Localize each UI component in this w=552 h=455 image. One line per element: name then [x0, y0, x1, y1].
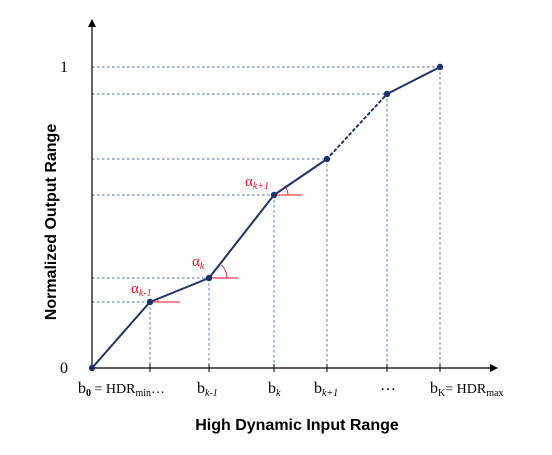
curve-seg-dotted — [326, 93, 388, 160]
x-label-bK-base: b — [430, 380, 438, 397]
mapping-curve — [91, 66, 441, 369]
y-axis-title: Normalized Output Range — [43, 124, 60, 321]
knot-points — [88, 63, 444, 372]
x-label-bkm1-sub: k-1 — [205, 388, 218, 399]
knot-point-bK — [436, 63, 444, 71]
x-label-bkm1-base: b — [197, 380, 205, 397]
alpha-km1-sub: k-1 — [139, 288, 152, 299]
alpha-label-kp1: αk+1 — [245, 174, 269, 192]
knot-point-bkp1 — [323, 155, 331, 163]
x-label-b0-base: b — [78, 380, 86, 397]
knot-point-b1 — [146, 298, 154, 306]
x-label-bkp1-base: b — [314, 380, 322, 397]
alpha-k-sub: k — [200, 261, 205, 272]
x-label-bK-sub: K — [438, 388, 446, 399]
alpha-markers — [150, 185, 302, 303]
x-label-bk-base: b — [268, 380, 276, 397]
x-label-ellipsis: … — [380, 377, 396, 394]
alpha-km1-base: α — [131, 281, 139, 297]
alpha-k-base: α — [192, 254, 200, 270]
knot-point-bKm1 — [383, 90, 391, 98]
curve-seg-2 — [208, 194, 275, 279]
x-ticks — [149, 364, 441, 372]
x-label-bK-hdr-sub: max — [486, 388, 503, 399]
x-label-bk-sub: k — [276, 388, 281, 399]
alpha-kp1-base: α — [245, 174, 253, 190]
x-label-bkp1: bk+1 — [314, 380, 338, 399]
x-label-b0-sub: 0 — [86, 388, 91, 399]
curve-seg-0 — [91, 301, 151, 369]
x-label-bk: bk — [268, 380, 281, 399]
alpha-k-arc — [220, 264, 228, 279]
y-tick-zero: 0 — [60, 360, 68, 377]
x-label-b0-dots: … — [151, 382, 165, 397]
alpha-label-k: αk — [192, 254, 205, 272]
x-label-bkm1: bk-1 — [197, 380, 218, 399]
x-axis-title: High Dynamic Input Range — [195, 417, 399, 434]
alpha-label-km1: αk-1 — [131, 281, 152, 299]
knot-point-bk — [270, 191, 278, 199]
x-label-bK-eq: = HDR — [445, 382, 487, 397]
guide-lines — [92, 66, 441, 368]
x-label-b0-hdr-sub: min — [135, 388, 151, 399]
x-label-bkp1-sub: k+1 — [322, 388, 338, 399]
x-label-b0-eq: = HDR — [91, 382, 136, 397]
curve-seg-3 — [273, 158, 328, 196]
x-label-b0: b0 = HDRmin… — [78, 380, 165, 399]
curve-seg-1 — [149, 277, 210, 303]
alpha-kp1-sub: k+1 — [253, 181, 269, 192]
knot-point-b0 — [88, 364, 96, 372]
knot-point-bkm1 — [205, 274, 213, 282]
curve-seg-last — [386, 66, 441, 95]
x-label-bK: bK= HDRmax — [430, 380, 503, 399]
alpha-kp1-arc — [284, 185, 289, 196]
y-tick-one: 1 — [60, 59, 68, 76]
